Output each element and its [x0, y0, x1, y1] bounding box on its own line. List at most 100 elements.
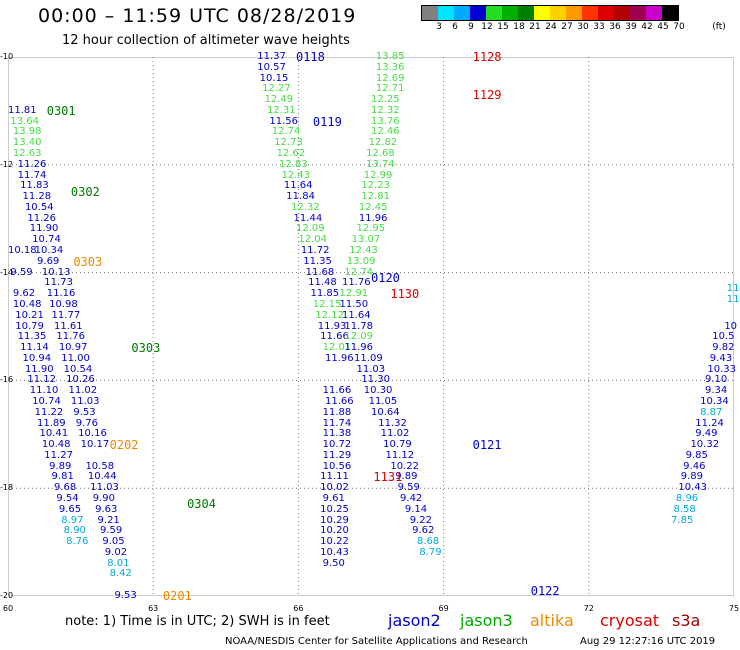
wave-height-value: 11.85: [310, 288, 340, 300]
colorbar-tick-label: 15: [497, 22, 509, 32]
longitude-label: 60: [2, 604, 14, 613]
wave-height-value: 10.18: [8, 245, 37, 257]
track-time-label: 1130: [390, 287, 420, 302]
wave-height-value: 11.83: [20, 180, 49, 192]
latitude-label: -12: [0, 159, 14, 169]
wave-height-value: 9.42: [400, 492, 423, 504]
colorbar-swatch: [454, 6, 470, 20]
wave-height-value: 10.54: [63, 363, 93, 375]
wave-height-value: 9.62: [412, 525, 435, 537]
wave-height-value: 10.98: [49, 298, 78, 310]
wave-height-value: 9.59: [397, 482, 420, 494]
longitude-label: 63: [148, 604, 159, 613]
wave-height-value: 9.34: [704, 385, 728, 397]
wave-height-value: 10.22: [320, 536, 349, 548]
wave-height-value: 11.38: [322, 428, 352, 440]
wave-height-value: 11.48: [308, 277, 337, 289]
wave-height-value: 12.81: [361, 191, 390, 203]
wave-height-value: 11.30: [361, 374, 390, 386]
wave-height-value: 10.43: [678, 482, 707, 494]
wave-height-value: 12.25: [371, 94, 400, 106]
wave-height-value: 12.46: [371, 126, 400, 138]
wave-height-value: 11.93: [317, 320, 347, 332]
wave-height-value: 10.97: [58, 342, 88, 354]
wave-height-value: 9.22: [409, 514, 432, 526]
wave-height-value: 11.10: [29, 385, 59, 397]
wave-height-value: 8.97: [61, 514, 84, 526]
wave-height-value: 11.02: [68, 385, 98, 397]
wave-height-value: 9.76: [75, 417, 99, 429]
legend-s3a: s3a: [672, 611, 701, 630]
colorbar-tick-label: 9: [468, 22, 474, 32]
wave-height-value: 10.94: [22, 352, 52, 364]
wave-height-value: 11.78: [344, 320, 374, 332]
colorbar-swatch: [470, 6, 486, 20]
wave-height-value: 9.59: [10, 266, 33, 278]
wave-height-value: 11.14: [20, 342, 49, 354]
wave-height-value: 12.04: [298, 234, 328, 246]
wave-height-value: 8.58: [673, 503, 696, 515]
wave-height-value: 12.32: [371, 104, 400, 116]
wave-height-value: 12.09: [344, 331, 374, 343]
wave-height-value: 11.72: [300, 245, 330, 257]
colorbar-tick-label: 33: [593, 22, 605, 32]
colorbar-tick-label: 30: [577, 22, 589, 32]
wave-height-value: 13.36: [375, 61, 405, 73]
wave-height-value: 10.13: [41, 266, 71, 278]
wave-height-value: 11.03: [70, 395, 100, 407]
wave-height-value: 11.05: [368, 395, 398, 407]
wave-height-value: 10.32: [690, 439, 720, 451]
wave-height-value: 11.02: [380, 428, 410, 440]
track-time-label: 1129: [472, 87, 502, 102]
wave-height-value: 11.68: [305, 266, 335, 278]
colorbar-tick-label: 3: [436, 22, 442, 32]
wave-height-value: 11.44: [293, 212, 323, 224]
colorbar-swatch: [646, 6, 662, 20]
wave-height-value: 11.74: [17, 169, 47, 181]
wave-height-value: 10.5: [712, 331, 735, 343]
wave-height-value: 11.66: [325, 395, 354, 407]
map-plot-area: [8, 57, 734, 596]
wave-height-value: 10.15: [259, 72, 289, 84]
wave-height-value: 11.73: [44, 277, 73, 289]
wave-height-value: 10.22: [390, 460, 419, 472]
wave-height-value: 12.31: [266, 104, 296, 116]
wave-height-value: 12.68: [366, 148, 395, 160]
legend-altika: altika: [530, 611, 574, 630]
wave-height-value: 12.95: [356, 223, 386, 235]
wave-height-value: 11: [726, 282, 740, 294]
map-subtitle: 12 hour collection of altimeter wave hei…: [62, 33, 350, 48]
wave-height-value: 11.64: [341, 309, 371, 321]
wave-height-value: 9.85: [685, 449, 708, 461]
wave-height-value: 12.49: [264, 94, 294, 106]
map-grid: [8, 57, 734, 596]
wave-height-value: 11.00: [61, 352, 90, 364]
wave-height-value: 11.27: [44, 449, 73, 461]
wave-height-value: 8.01: [107, 557, 130, 569]
wave-height-value: 9.53: [114, 590, 137, 601]
wave-height-value: 12.62: [276, 148, 306, 160]
wave-height-value: 12.71: [375, 83, 405, 95]
wave-height-value: 11.61: [53, 320, 83, 332]
wave-height-value: 11.37: [257, 51, 286, 62]
track-time-label: 0303: [73, 254, 103, 269]
wave-height-value: 9.68: [53, 482, 77, 494]
longitude-label: 72: [583, 604, 594, 613]
wave-height-value: 11.56: [269, 115, 298, 127]
wave-height-value: 11.89: [37, 417, 66, 429]
wave-height-value: 11.12: [385, 449, 415, 461]
wave-height-value: 9.10: [704, 374, 728, 386]
wave-height-value: 10.72: [322, 439, 352, 451]
track-time-label: 1131: [373, 470, 403, 485]
wave-height-value: 13.40: [12, 137, 42, 149]
wave-height-value: 8.79: [419, 546, 442, 558]
wave-height-value: 12.12: [315, 309, 344, 321]
wave-height-value: 10.30: [363, 385, 393, 397]
latitude-label: -14: [0, 267, 14, 277]
wave-height-value: 10.29: [320, 514, 349, 526]
wave-height-value: 9.43: [709, 352, 733, 364]
wave-height-value: 11.50: [339, 298, 369, 310]
wave-height-value: 10.21: [15, 309, 44, 321]
wave-height-value: 11.84: [286, 191, 315, 203]
units-note: note: 1) Time is in UTC; 2) SWH is in fe…: [65, 614, 330, 629]
